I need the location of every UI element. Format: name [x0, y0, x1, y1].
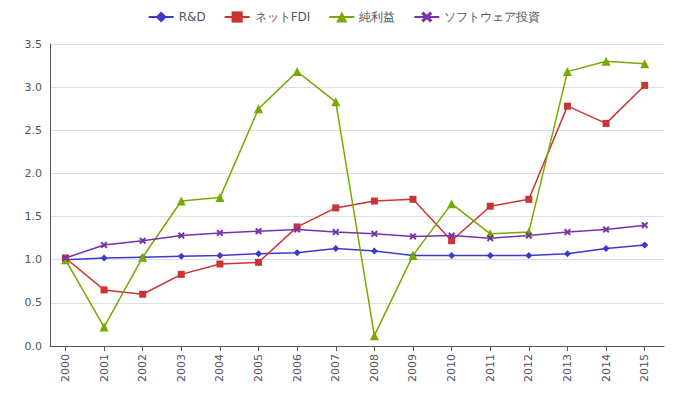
svg-text:1.0: 1.0 — [25, 253, 43, 266]
svg-text:3.0: 3.0 — [25, 81, 43, 94]
svg-text:2011: 2011 — [484, 354, 497, 382]
svg-text:2005: 2005 — [252, 354, 265, 382]
svg-text:2.5: 2.5 — [25, 124, 43, 137]
svg-text:2004: 2004 — [213, 354, 226, 382]
svg-text:2013: 2013 — [561, 354, 574, 382]
svg-text:2007: 2007 — [329, 354, 342, 382]
svg-text:2014: 2014 — [600, 354, 613, 382]
svg-text:2010: 2010 — [445, 354, 458, 382]
svg-text:2.0: 2.0 — [25, 167, 43, 180]
svg-text:ソフトウェア投資: ソフトウェア投資 — [444, 10, 540, 24]
svg-text:0.5: 0.5 — [25, 296, 43, 309]
svg-text:2012: 2012 — [522, 354, 535, 382]
svg-text:2006: 2006 — [291, 354, 304, 382]
svg-text:2002: 2002 — [136, 354, 149, 382]
svg-text:2015: 2015 — [638, 354, 651, 382]
svg-text:2001: 2001 — [98, 354, 111, 382]
svg-text:2003: 2003 — [175, 354, 188, 382]
svg-text:0.0: 0.0 — [25, 340, 43, 353]
svg-text:2000: 2000 — [59, 354, 72, 382]
svg-text:2009: 2009 — [406, 354, 419, 382]
svg-text:3.5: 3.5 — [25, 38, 43, 51]
svg-text:2008: 2008 — [368, 354, 381, 382]
svg-text:ネットFDI: ネットFDI — [255, 10, 311, 24]
svg-text:純利益: 純利益 — [359, 10, 395, 24]
svg-text:1.5: 1.5 — [25, 210, 43, 223]
svg-text:R&D: R&D — [179, 10, 206, 24]
